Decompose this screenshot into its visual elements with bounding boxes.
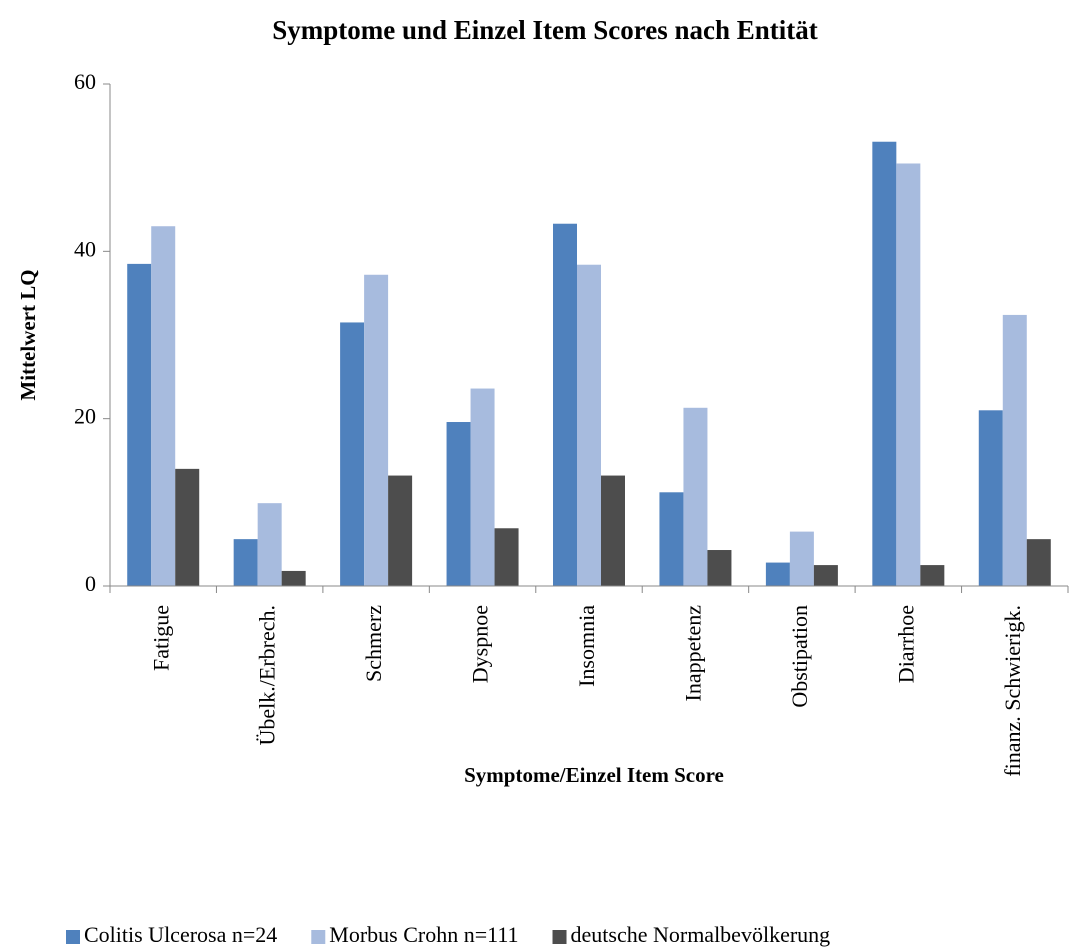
x-tick-label: Inappetenz (680, 605, 705, 702)
bar (813, 565, 838, 586)
bar (601, 475, 625, 586)
bar (388, 475, 413, 586)
x-axis-title: Symptome/Einzel Item Score (464, 763, 724, 787)
bar (446, 422, 471, 586)
x-tick-label: Obstipation (787, 605, 812, 708)
x-tick-label: Diarrhoe (893, 605, 918, 683)
x-tick-label: Dyspnoe (468, 605, 493, 683)
bar (364, 274, 389, 586)
bar (789, 531, 814, 586)
y-tick-label: 0 (85, 571, 96, 596)
y-axis-title: Mittelwert LQ (16, 269, 40, 400)
bar (765, 562, 790, 586)
bar (257, 503, 282, 586)
legend-label: Colitis Ulcerosa n=24 (84, 922, 277, 947)
bar (659, 492, 684, 586)
x-tick-label: Übelk./Erbrech. (255, 605, 280, 746)
legend-swatch (66, 930, 80, 944)
x-tick-label: finanz. Schwierigk. (1000, 605, 1025, 777)
bar (281, 570, 306, 586)
y-tick-label: 60 (74, 69, 96, 94)
y-tick-label: 40 (74, 236, 96, 261)
x-tick-label: Fatigue (148, 605, 173, 671)
chart-title: Symptome und Einzel Item Scores nach Ent… (272, 15, 818, 45)
bar (175, 468, 200, 586)
bar (470, 388, 495, 586)
bar (151, 226, 176, 586)
legend-swatch (311, 930, 326, 944)
bar (896, 163, 921, 586)
legend-swatch (552, 930, 567, 944)
x-tick-label: Schmerz (361, 605, 386, 682)
legend-label: deutsche Normalbevölkerung (571, 922, 831, 947)
y-tick-label: 20 (74, 404, 96, 429)
bar (1026, 539, 1051, 586)
bar (707, 550, 732, 586)
bar (494, 528, 519, 586)
bar (683, 407, 708, 586)
bar (978, 410, 1003, 586)
bar (577, 264, 601, 586)
bar (233, 539, 258, 586)
bar (1002, 314, 1027, 586)
legend-label: Morbus Crohn n=111 (329, 922, 518, 947)
bar (553, 223, 577, 586)
bar (127, 263, 152, 586)
x-tick-label: Insomnia (574, 605, 599, 687)
bar (920, 565, 945, 586)
bar (340, 322, 365, 586)
bar (872, 141, 897, 587)
